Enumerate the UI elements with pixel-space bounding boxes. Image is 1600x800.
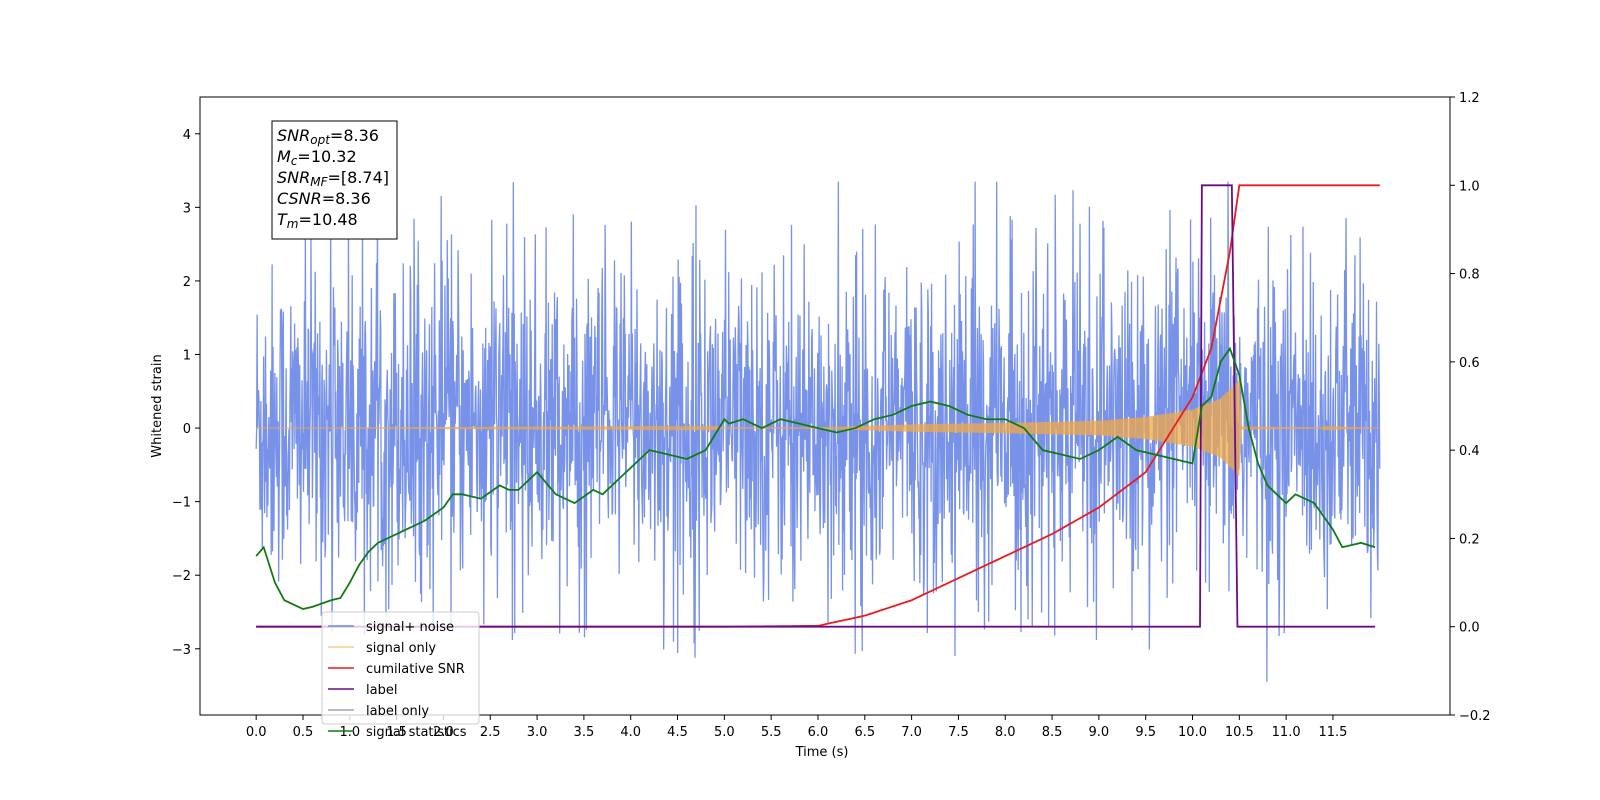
x-tick-label: 11.0 xyxy=(1272,725,1301,740)
legend: signal+ noise signal only cumilative SNR la… xyxy=(321,611,480,740)
x-tick-label: 5.5 xyxy=(761,725,782,740)
x-tick-label: 1.5 xyxy=(386,725,407,740)
x-tick-label: 9.0 xyxy=(1089,725,1110,740)
x-tick-label: 10.5 xyxy=(1225,725,1254,740)
y2-tick-label: 0.0 xyxy=(1459,621,1480,636)
x-tick-label: 3.5 xyxy=(574,725,595,740)
plot-frame xyxy=(199,96,1451,716)
x-tick-label: 7.5 xyxy=(948,725,969,740)
y-axis-label: Whitened strain xyxy=(150,354,165,457)
y2-tick-label: 0.2 xyxy=(1459,532,1480,547)
legend-entry-label: cumilative SNR xyxy=(366,662,465,677)
x-tick-label: 0.0 xyxy=(246,725,267,740)
annotation-frame xyxy=(271,120,398,240)
y-axis-ticks: −3 −2 −1 0 1 2 3 4 xyxy=(172,128,200,658)
x-axis-label: Time (s) xyxy=(795,745,849,760)
y2-tick-label: 0.6 xyxy=(1459,356,1480,371)
annotation-line: Tm=10.48 xyxy=(277,210,358,231)
x-tick-label: 2.0 xyxy=(433,725,454,740)
legend-entry-label: signal only xyxy=(366,641,436,656)
y-tick-label: −3 xyxy=(172,643,191,658)
x-tick-label: 7.0 xyxy=(901,725,922,740)
x-tick-label: 4.0 xyxy=(620,725,641,740)
annotation-line: CSNR=8.36 xyxy=(277,189,371,208)
x-tick-label: 10.0 xyxy=(1178,725,1207,740)
x-tick-label: 1.0 xyxy=(339,725,360,740)
y-tick-label: 0 xyxy=(183,422,191,437)
y2-tick-label: 1.0 xyxy=(1459,179,1480,194)
y2-tick-label: 0.4 xyxy=(1459,444,1480,459)
x-tick-label: 8.5 xyxy=(1042,725,1063,740)
x-tick-label: 6.5 xyxy=(854,725,875,740)
y-tick-label: −2 xyxy=(172,569,191,584)
stats-annotation-box: SNRopt=8.36Mc=10.32SNRMF=[8.74]CSNR=8.36… xyxy=(271,120,398,240)
annotation-line: SNRopt=8.36 xyxy=(277,126,379,147)
legend-entry-label: signal+ noise xyxy=(366,620,454,635)
x-tick-label: 11.5 xyxy=(1318,725,1347,740)
legend-frame xyxy=(321,611,480,725)
legend-entry-label: label only xyxy=(366,704,429,719)
y2-tick-label: −0.2 xyxy=(1459,709,1491,724)
y-tick-label: 4 xyxy=(183,128,191,143)
legend-entry-label: label xyxy=(366,683,397,698)
x-tick-label: 0.5 xyxy=(293,725,314,740)
x-tick-label: 8.0 xyxy=(995,725,1016,740)
y2-tick-label: 1.2 xyxy=(1459,91,1480,106)
legend-entry-label: signal statistics xyxy=(366,725,467,740)
y2-tick-label: 0.8 xyxy=(1459,268,1480,283)
x-tick-label: 5.0 xyxy=(714,725,735,740)
signal-statistics-line xyxy=(255,346,1376,611)
x-tick-label: 9.5 xyxy=(1135,725,1156,740)
label-line xyxy=(256,184,1376,628)
annotation-line: Mc=10.32 xyxy=(277,147,357,168)
y-tick-label: 1 xyxy=(183,349,191,364)
y2-axis-ticks: −0.2 0.0 0.2 0.4 0.6 0.8 1.0 1.2 xyxy=(1450,91,1491,724)
y-tick-label: 2 xyxy=(183,275,191,290)
x-axis-ticks: 0.0 0.5 1.0 1.5 2.0 2.5 3.0 3.5 4.0 4.5 5.0 5.5 6.0 6… xyxy=(246,715,1347,740)
y-tick-label: −1 xyxy=(172,496,191,511)
x-tick-label: 3.0 xyxy=(527,725,548,740)
x-tick-label: 2.5 xyxy=(480,725,501,740)
x-tick-label: 6.0 xyxy=(808,725,829,740)
y-tick-label: 3 xyxy=(183,201,191,216)
annotation-line: SNRMF=[8.74] xyxy=(277,168,389,189)
x-tick-label: 4.5 xyxy=(667,725,688,740)
